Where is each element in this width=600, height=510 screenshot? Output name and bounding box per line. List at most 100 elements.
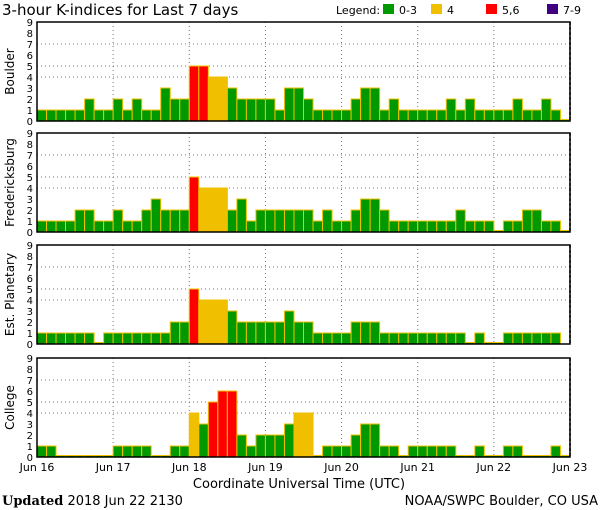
k-index-bar: [188, 65, 200, 122]
k-index-bar: [531, 332, 542, 345]
y-tick-label: 4: [27, 73, 33, 84]
k-index-bar: [445, 220, 457, 233]
k-index-bar: [169, 98, 181, 122]
k-index-bar: [493, 109, 504, 122]
k-index-bar: [188, 288, 200, 345]
y-tick-label: 6: [27, 274, 33, 285]
k-index-bar: [198, 423, 209, 458]
k-index-bar: [283, 209, 295, 233]
k-index-bar: [350, 321, 362, 345]
k-index-bar: [198, 65, 209, 122]
k-index-bar: [264, 434, 276, 458]
k-index-bar: [445, 445, 457, 458]
k-index-bar: [255, 434, 266, 458]
k-index-bar: [531, 209, 542, 233]
legend-swatch: [431, 4, 442, 14]
legend-swatch: [486, 4, 497, 14]
x-tick-label: Jun 22: [476, 461, 512, 474]
k-index-bar: [417, 109, 428, 122]
legend-swatch: [383, 4, 394, 14]
k-index-bar: [245, 445, 257, 458]
k-index-bar: [179, 445, 190, 458]
y-tick-label: 0: [27, 453, 33, 464]
k-index-bar: [274, 209, 285, 233]
k-index-bar: [550, 220, 561, 233]
k-index-bar: [474, 445, 485, 458]
k-index-bar: [550, 109, 561, 122]
k-index-bar: [198, 299, 209, 345]
k-index-bar: [312, 332, 324, 345]
k-index-bar: [350, 209, 362, 233]
y-tick-label: 2: [27, 431, 33, 442]
k-index-bar: [122, 445, 133, 458]
k-index-bar: [46, 445, 57, 458]
legend-label: Legend:: [336, 4, 380, 17]
y-tick-label: 7: [27, 376, 33, 387]
k-index-bar: [531, 109, 542, 122]
k-index-bar: [426, 220, 438, 233]
k-index-bar: [122, 220, 133, 233]
k-index-bar: [540, 332, 552, 345]
k-index-bar: [512, 445, 523, 458]
y-tick-label: 7: [27, 40, 33, 51]
k-index-bar: [217, 76, 228, 122]
k-index-bar: [264, 321, 276, 345]
k-index-bar: [207, 299, 219, 345]
k-index-bar: [112, 445, 124, 458]
k-index-bar: [350, 434, 362, 458]
k-index-bar: [122, 332, 133, 345]
k-index-bar: [169, 209, 181, 233]
k-index-bar: [65, 332, 76, 345]
panel-label: Fredericksburg: [3, 138, 17, 227]
y-tick-label: 6: [27, 51, 33, 62]
k-index-bar: [207, 187, 219, 233]
k-index-bar: [303, 209, 314, 233]
k-index-bar: [293, 412, 305, 458]
k-index-bar: [36, 332, 48, 345]
k-index-bar: [388, 445, 400, 458]
k-index-bar: [65, 220, 76, 233]
k-index-bar: [255, 321, 266, 345]
legend: Legend: 0-3 4 5,6 7-9: [336, 4, 581, 17]
k-index-bar: [112, 209, 124, 233]
k-index-bar: [521, 209, 533, 233]
k-index-bar: [379, 109, 390, 122]
k-index-bar: [436, 109, 447, 122]
k-index-bar: [464, 220, 476, 233]
x-tick-label: Jun 16: [19, 461, 55, 474]
y-tick-label: 1: [27, 442, 33, 453]
k-index-bar: [445, 98, 457, 122]
k-index-bar: [264, 209, 276, 233]
k-index-bar: [341, 332, 352, 345]
k-index-bar: [245, 220, 257, 233]
k-index-bar: [350, 98, 362, 122]
k-index-bar: [331, 445, 343, 458]
k-index-bar: [141, 209, 152, 233]
k-index-bar: [369, 198, 381, 233]
y-tick-label: 9: [27, 241, 33, 252]
k-index-bar: [322, 209, 333, 233]
k-index-bar: [245, 321, 257, 345]
y-tick-label: 3: [27, 195, 33, 206]
k-index-bar: [283, 87, 295, 122]
k-index-bar: [502, 109, 514, 122]
k-index-bar: [169, 321, 181, 345]
y-tick-label: 2: [27, 95, 33, 106]
k-index-bar: [341, 109, 352, 122]
k-index-bar: [303, 412, 314, 458]
y-tick-label: 2: [27, 318, 33, 329]
k-index-bar: [502, 445, 514, 458]
k-index-bar: [245, 98, 257, 122]
y-tick-label: 9: [27, 354, 33, 365]
k-index-bar: [141, 332, 152, 345]
k-index-bar: [74, 109, 86, 122]
k-index-bar: [417, 332, 428, 345]
y-tick-label: 1: [27, 106, 33, 117]
k-index-bar: [303, 98, 314, 122]
y-tick-label: 8: [27, 365, 33, 376]
k-index-bar: [122, 109, 133, 122]
k-index-bar: [93, 220, 105, 233]
k-index-bar: [360, 423, 371, 458]
y-tick-label: 5: [27, 173, 33, 184]
